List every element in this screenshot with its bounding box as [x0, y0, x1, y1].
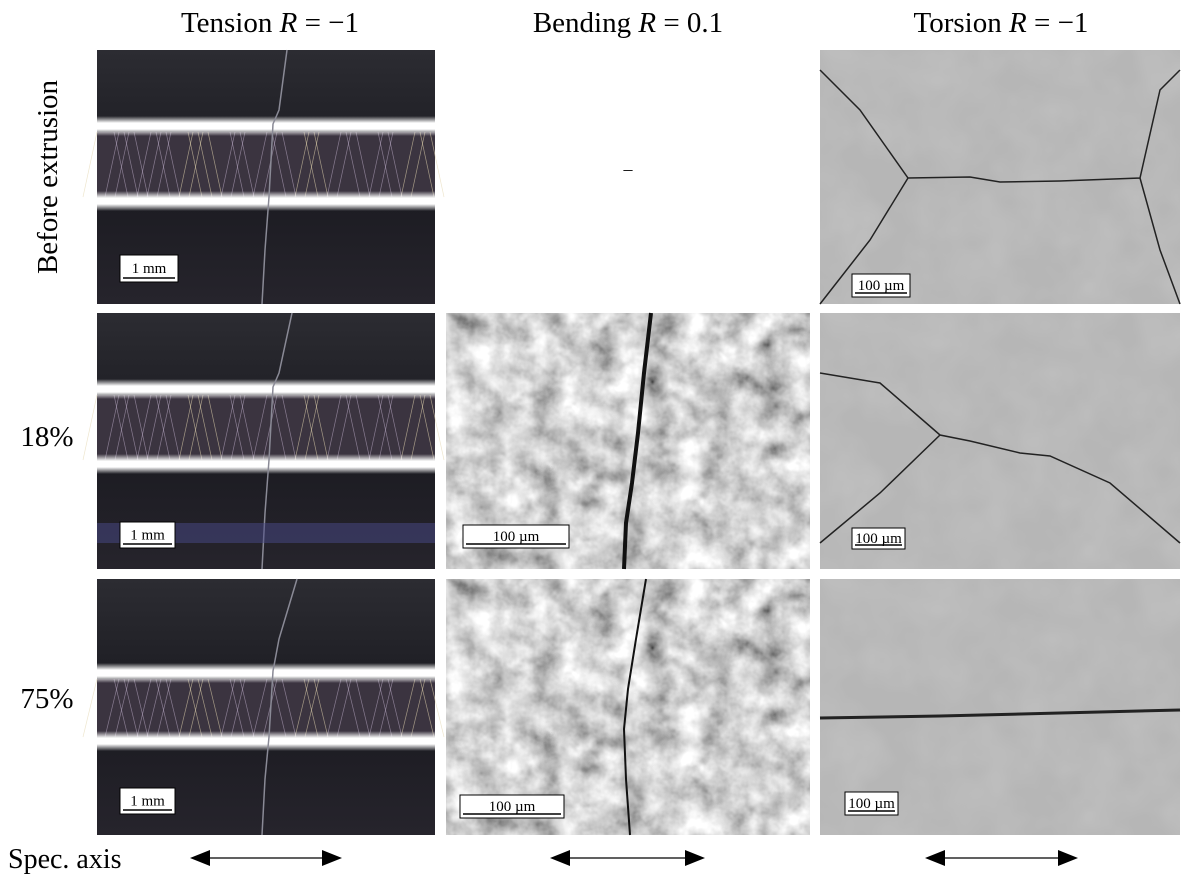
- reflection: [97, 191, 435, 211]
- figure: 1 mm 100 µm 1 mm 100 µm 100 µm 1 mm 100 µm 100 …: [0, 0, 1182, 874]
- condition-value: = −1: [305, 7, 359, 39]
- texture: [820, 50, 1180, 304]
- reflection: [97, 379, 435, 399]
- streak: [83, 395, 97, 460]
- band: [97, 132, 435, 197]
- scale-bar-label: 1 mm: [130, 793, 165, 809]
- column-name: Tension: [181, 7, 273, 39]
- row-label: 75%: [20, 683, 73, 715]
- scale-bar-label: 1 mm: [132, 261, 167, 277]
- missing-panel: –: [623, 159, 634, 179]
- reflection: [97, 663, 435, 683]
- condition-value: = 0.1: [663, 7, 723, 39]
- scale-bar-label: 100 µm: [489, 799, 536, 815]
- condition-variable: R: [1008, 7, 1027, 39]
- panel: 100 µm: [820, 313, 1180, 569]
- arrow-head: [925, 850, 945, 866]
- row-label: Before extrusion: [32, 79, 64, 274]
- scale-bar-label: 1 mm: [130, 527, 165, 543]
- scale-bar-label: 100 µm: [848, 796, 895, 812]
- arrow-head: [190, 850, 210, 866]
- band: [97, 395, 435, 460]
- column-header: Torsion R = −1: [914, 7, 1089, 39]
- streak: [83, 132, 97, 197]
- reflection: [97, 731, 435, 751]
- arrow-head: [322, 850, 342, 866]
- panel: 100 µm: [446, 579, 810, 835]
- scale-bar-label: 100 µm: [858, 278, 905, 294]
- reflection: [97, 454, 435, 474]
- column-header: Tension R = −1: [181, 7, 359, 39]
- column-header: Bending R = 0.1: [533, 7, 723, 39]
- panel: 100 µm: [446, 313, 810, 569]
- footer-label: Spec. axis: [8, 844, 122, 874]
- scale-bar-label: 100 µm: [493, 529, 540, 545]
- condition-variable: R: [637, 7, 656, 39]
- column-name: Bending: [533, 7, 631, 39]
- streak: [83, 679, 97, 737]
- reflection: [97, 116, 435, 136]
- arrow-head: [550, 850, 570, 866]
- panel: 1 mm: [83, 579, 444, 835]
- arrow-head: [685, 850, 705, 866]
- panel: 1 mm: [83, 50, 444, 304]
- band: [97, 679, 435, 737]
- panel: 1 mm: [83, 313, 444, 569]
- column-name: Torsion: [914, 7, 1003, 39]
- row-label: 18%: [20, 421, 73, 453]
- panel: 100 µm: [820, 579, 1180, 835]
- condition-value: = −1: [1034, 7, 1088, 39]
- panel: 100 µm: [820, 50, 1180, 304]
- condition-variable: R: [279, 7, 298, 39]
- arrow-head: [1058, 850, 1078, 866]
